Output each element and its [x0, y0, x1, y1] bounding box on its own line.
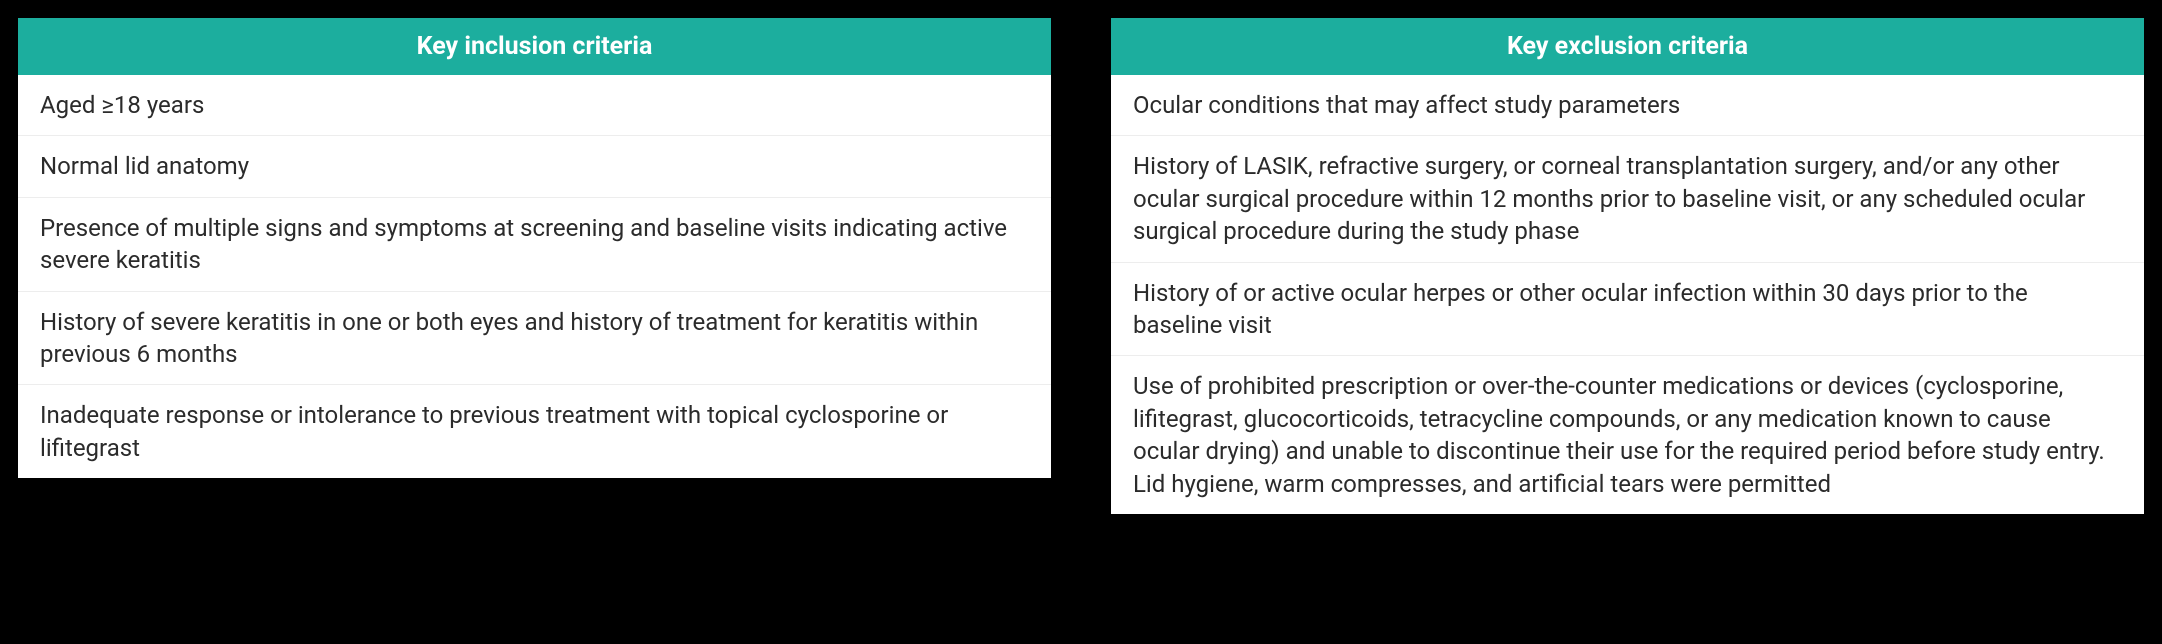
- table-row: Normal lid anatomy: [18, 136, 1051, 197]
- exclusion-cell: History of LASIK, refractive surgery, or…: [1111, 136, 2144, 262]
- table-row: History of LASIK, refractive surgery, or…: [1111, 136, 2144, 262]
- inclusion-header: Key inclusion criteria: [18, 18, 1051, 75]
- exclusion-cell: Use of prohibited prescription or over-t…: [1111, 356, 2144, 514]
- table-row: Use of prohibited prescription or over-t…: [1111, 356, 2144, 514]
- inclusion-cell: Presence of multiple signs and symptoms …: [18, 197, 1051, 291]
- inclusion-cell: Inadequate response or intolerance to pr…: [18, 385, 1051, 478]
- table-row: History of or active ocular herpes or ot…: [1111, 262, 2144, 356]
- table-row: Inadequate response or intolerance to pr…: [18, 385, 1051, 478]
- inclusion-criteria-table: Key inclusion criteria Aged ≥18 years No…: [18, 18, 1051, 478]
- inclusion-cell: Normal lid anatomy: [18, 136, 1051, 197]
- table-row: Presence of multiple signs and symptoms …: [18, 197, 1051, 291]
- inclusion-cell: History of severe keratitis in one or bo…: [18, 291, 1051, 385]
- table-row: History of severe keratitis in one or bo…: [18, 291, 1051, 385]
- exclusion-header: Key exclusion criteria: [1111, 18, 2144, 75]
- inclusion-cell: Aged ≥18 years: [18, 75, 1051, 136]
- exclusion-criteria-table: Key exclusion criteria Ocular conditions…: [1111, 18, 2144, 514]
- exclusion-cell: History of or active ocular herpes or ot…: [1111, 262, 2144, 356]
- table-row: Ocular conditions that may affect study …: [1111, 75, 2144, 136]
- table-row: Aged ≥18 years: [18, 75, 1051, 136]
- exclusion-cell: Ocular conditions that may affect study …: [1111, 75, 2144, 136]
